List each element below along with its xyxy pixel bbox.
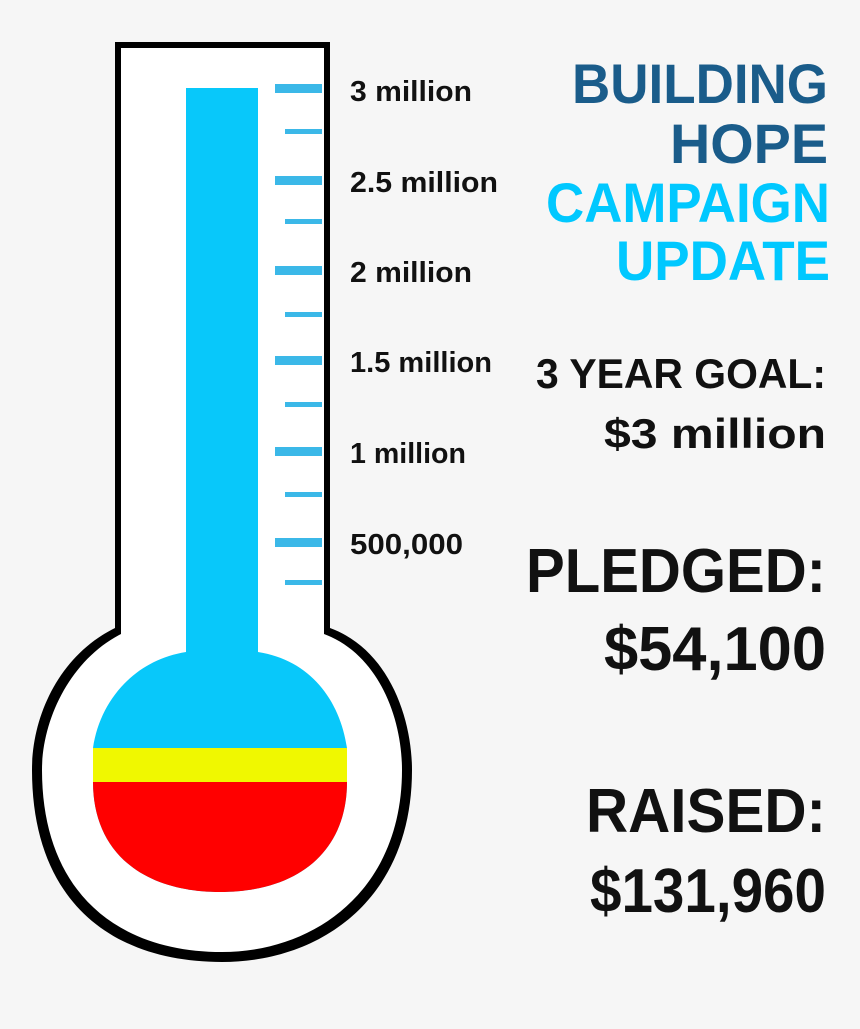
tick-major — [275, 356, 322, 365]
tick-minor — [285, 580, 322, 585]
scale-label: 2 million — [350, 257, 472, 289]
scale-label: 500,000 — [350, 529, 463, 561]
pledged-band — [93, 748, 347, 782]
scale-label: 3 million — [350, 76, 472, 108]
tick-minor — [285, 312, 322, 317]
scale-label: 1.5 million — [350, 347, 492, 379]
raised-label: RAISED: — [586, 777, 826, 846]
tick-major — [275, 266, 322, 275]
tick-minor — [285, 402, 322, 407]
scale-ticks — [275, 84, 322, 585]
title-line-2: HOPE — [670, 112, 828, 175]
pledged-value: $54,100 — [604, 615, 826, 684]
tick-major — [275, 176, 322, 185]
goal-label: 3 YEAR GOAL: — [536, 350, 826, 397]
title-line-4: UPDATE — [616, 229, 830, 292]
tick-major — [275, 84, 322, 93]
title-line-1: BUILDING — [572, 52, 828, 115]
tick-minor — [285, 219, 322, 224]
scale-label: 2.5 million — [350, 167, 498, 199]
pledged-label: PLEDGED: — [526, 537, 826, 606]
goal-value: $3 million — [604, 410, 826, 457]
tick-major — [275, 538, 322, 547]
tick-minor — [285, 129, 322, 134]
raised-value: $131,960 — [590, 857, 826, 926]
scale-label: 1 million — [350, 438, 466, 470]
tick-minor — [285, 492, 322, 497]
tick-major — [275, 447, 322, 456]
title-line-3: CAMPAIGN — [546, 171, 830, 234]
